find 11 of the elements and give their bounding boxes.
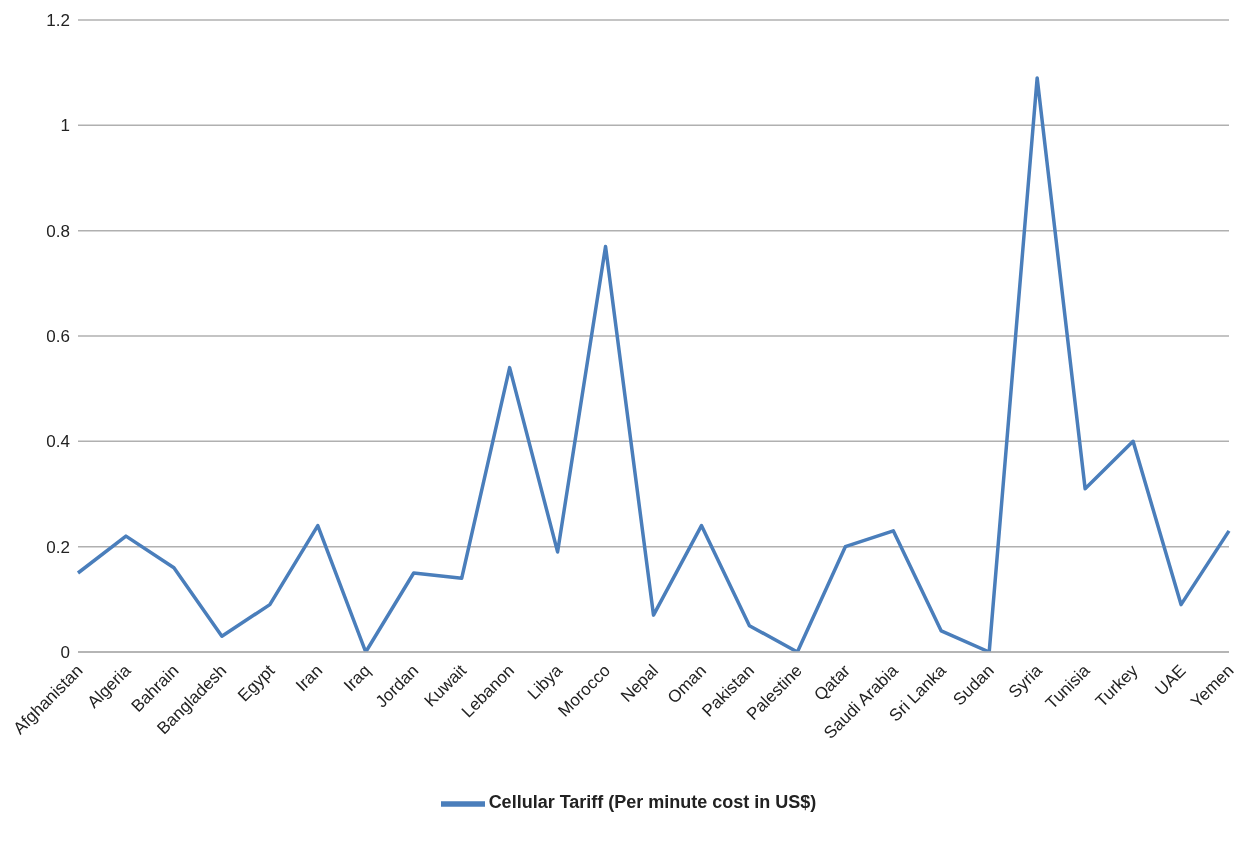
x-tick-label: Iran [292,661,327,696]
y-tick-label: 0.2 [46,537,70,557]
line-series [76,76,1231,652]
x-tick-label: Iraq [340,661,375,696]
y-tick-label: 0.8 [46,221,70,241]
y-tick-label: 1 [60,116,70,136]
y-tick-label: 0.6 [46,327,70,347]
y-tick-label: 0 [60,643,70,663]
y-tick-label: 1.2 [46,11,70,31]
y-tick-label: 0.4 [46,432,70,452]
legend-label: Cellular Tariff (Per minute cost in US$) [488,792,817,813]
